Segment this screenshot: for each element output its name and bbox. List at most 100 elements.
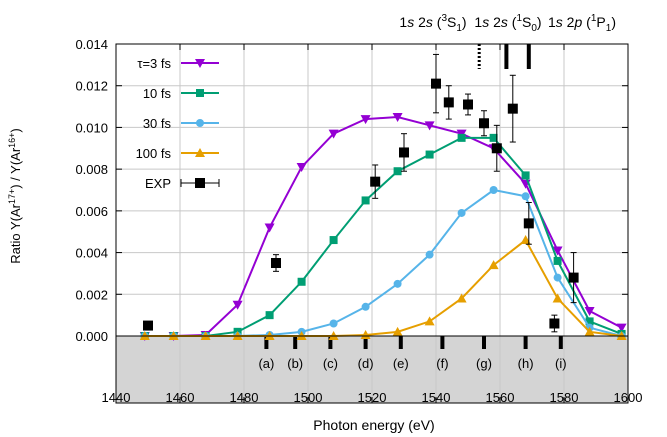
legend-item: 30 fs (143, 116, 219, 131)
exp-point (549, 318, 560, 329)
data-point (552, 293, 563, 303)
y-tick-label: 0.004 (75, 246, 108, 261)
pulse-marker-bar (363, 336, 368, 349)
data-point (457, 133, 466, 142)
x-tick-label: 1500 (294, 390, 323, 405)
exp-point (479, 118, 489, 129)
exp-point (568, 272, 579, 283)
legend-marker (195, 59, 205, 68)
resonance-label-part: ( (508, 14, 517, 30)
series--3-fs (139, 113, 627, 341)
resonance-label-part: 0 (531, 23, 537, 34)
y-axis-label-part: 16+ (7, 133, 17, 148)
legend-label: EXP (145, 176, 171, 191)
pulse-marker-label: (b) (287, 356, 303, 371)
data-point (584, 306, 595, 316)
resonance-label-part: 2 (489, 14, 501, 30)
resonance-label-part: 1 (591, 13, 597, 24)
data-point (393, 279, 402, 288)
data-point (296, 163, 307, 173)
exp-point (507, 103, 518, 114)
data-point (520, 235, 531, 245)
data-point (425, 150, 434, 159)
data-point (360, 329, 371, 339)
data-point (552, 246, 563, 256)
exp-point (143, 320, 153, 331)
resonance-label-part: 2 (563, 14, 575, 30)
data-point (328, 129, 339, 139)
tick-labels: 1440 1460 1480 1500 1520 1540 1560 1580 1600 0.00… (75, 37, 642, 405)
resonance-label-part: 1 (399, 14, 407, 30)
exp-point (399, 147, 409, 158)
legend-item: EXP (145, 176, 220, 191)
experiment-group (143, 53, 579, 333)
pulse-marker-bar (558, 336, 563, 349)
pulse-marker-bar (328, 336, 333, 349)
legend-label: τ=3 fs (137, 56, 171, 71)
data-point (425, 250, 434, 259)
pulse-marker-bar (264, 336, 269, 349)
y-tick-label: 0.008 (75, 162, 108, 177)
pulse-marker-label: (e) (393, 356, 409, 371)
legend-marker (196, 89, 204, 97)
data-point (264, 223, 275, 233)
series-10-fs (140, 133, 626, 340)
pulse-marker-label: (h) (518, 356, 534, 371)
pulse-marker-bar (398, 336, 403, 349)
data-point (616, 323, 627, 333)
resonance-markers: 1s 2s (3S1) 1s 2s (1S0) 1s 2p (1P1) (399, 13, 616, 69)
y-axis-label-part: 17+ (7, 189, 17, 204)
data-point (360, 115, 371, 125)
x-tick-label: 1520 (358, 390, 387, 405)
pulse-markers: (a) (b) (c) (d) (e) (f) (g) (h) (i) (258, 336, 567, 371)
plot-frame (115, 43, 629, 404)
resonance-label-part: 1 (456, 23, 462, 34)
legend-marker (196, 119, 204, 127)
resonance-label-part: s (556, 14, 563, 30)
resonance-label-part: 1 (606, 23, 612, 34)
y-axis-label-part: ) / Y(Ar (8, 147, 23, 189)
data-point (489, 186, 498, 194)
legend-label: 10 fs (143, 86, 172, 101)
resonance-label: 1s 2p (1P1) (548, 13, 616, 34)
y-axis-label-part: ) (8, 128, 23, 132)
series-line (144, 188, 622, 337)
data-point (361, 302, 370, 311)
legend-marker (195, 178, 205, 188)
exp-point (463, 99, 473, 110)
y-tick-label: 0.000 (75, 329, 108, 344)
resonance-label-part: ) (537, 14, 542, 30)
series-group (139, 113, 627, 341)
y-axis-label: Ratio Y(Ar17+) / Y(Ar16+) (7, 128, 23, 264)
data-point (457, 208, 466, 217)
resonance-label-part: ) (611, 14, 616, 30)
pulse-marker-label: (a) (258, 356, 274, 371)
legend-item: 100 fs (136, 146, 219, 161)
data-point (456, 293, 467, 303)
resonance-label-part: p (573, 14, 582, 30)
data-point (232, 300, 243, 310)
data-point (424, 121, 435, 131)
x-tick-label: 1540 (422, 390, 451, 405)
pulse-marker-bar (482, 336, 486, 349)
pulse-marker-bar (293, 336, 298, 349)
resonance-label-part: P (596, 14, 605, 30)
exp-point (523, 218, 534, 229)
resonance-label-part: s (407, 14, 414, 30)
legend-item: 10 fs (143, 86, 219, 101)
data-point (265, 311, 274, 320)
pulse-marker-label: (c) (323, 356, 338, 371)
resonance-label-part: ) (462, 14, 467, 30)
data-point (424, 316, 435, 326)
x-tick-label: 1560 (486, 390, 515, 405)
resonance-label-part: 3 (441, 13, 447, 24)
resonance-label-part: 1 (548, 14, 556, 30)
y-tick-label: 0.006 (75, 204, 108, 219)
series-line (144, 136, 622, 337)
resonance-label-part: S (522, 14, 531, 30)
resonance-label-part: 1 (474, 14, 482, 30)
exp-point (431, 78, 441, 89)
resonance-label-part: ( (433, 14, 442, 30)
series-line (144, 115, 623, 337)
legend-label: 30 fs (143, 116, 172, 131)
